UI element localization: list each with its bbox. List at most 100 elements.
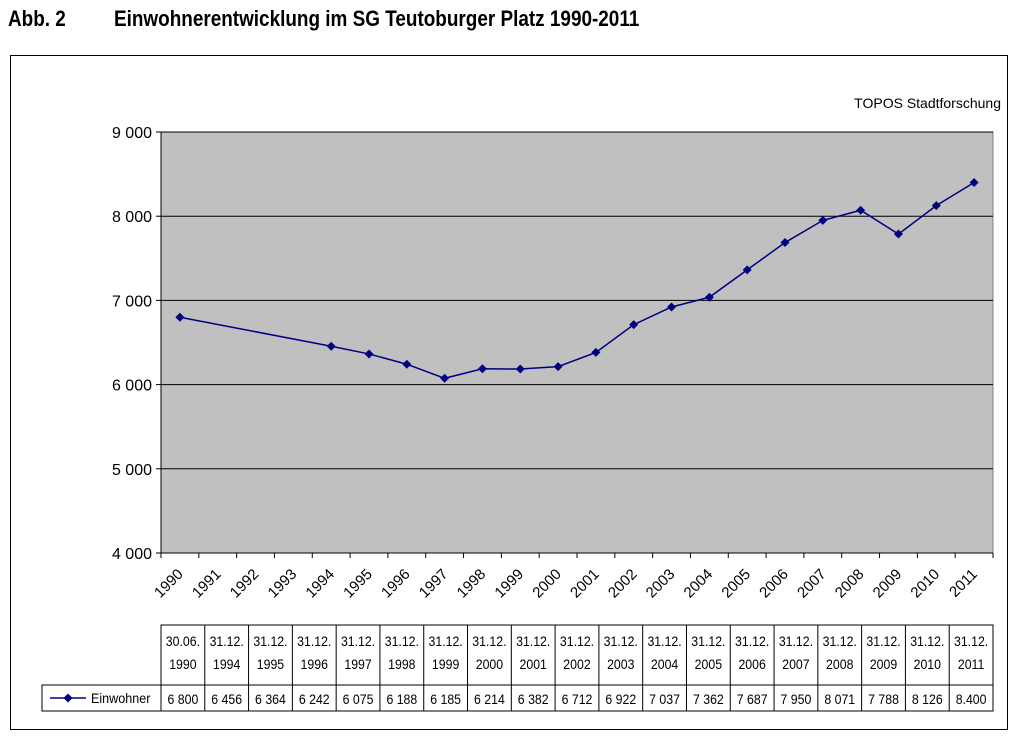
table-date-line1: 31.12. [647,633,681,649]
x-tick-label: 1995 [340,566,376,602]
table-date-line2: 2003 [607,656,634,672]
data-point-marker [667,302,677,312]
data-point-marker [893,229,903,239]
table-value: 6 075 [343,691,374,707]
data-point-marker [931,201,941,211]
x-tick-label: 2009 [870,566,906,602]
data-point-marker [553,362,563,372]
table-date-line2: 1997 [344,656,371,672]
data-point-marker [780,238,790,248]
plot-area [160,131,994,554]
table-date-line2: 2002 [563,656,590,672]
x-tick-label: 1993 [265,566,301,602]
data-point-marker [704,292,714,302]
x-tick-label: 1996 [378,566,414,602]
table-date-line1: 31.12. [910,633,944,649]
table-date-line2: 2006 [738,656,765,672]
table-value: 8 071 [824,691,855,707]
table-value: 8.400 [956,691,987,707]
table-date-line2: 1998 [388,656,415,672]
x-tick-label: 2005 [718,566,754,602]
table-date-line2: 1996 [301,656,328,672]
table-date-line2: 1994 [213,656,240,672]
table-value: 7 362 [693,691,724,707]
table-value: 6 456 [211,691,242,707]
table-value: 6 364 [255,691,286,707]
table-date-line2: 2005 [695,656,722,672]
table-date-line1: 31.12. [779,633,813,649]
table-date-line1: 31.12. [429,633,463,649]
table-value: 6 188 [386,691,417,707]
table-date-line1: 31.12. [472,633,506,649]
table-date-line1: 31.12. [385,633,419,649]
table-date-line2: 1999 [432,656,459,672]
table-date-line2: 1995 [257,656,284,672]
x-tick-label: 2000 [529,566,565,602]
x-tick-label: 2007 [794,566,830,602]
table-date-line2: 2009 [870,656,897,672]
x-tick-label: 1997 [416,566,452,602]
table-date-line2: 2001 [520,656,547,672]
table-date-line2: 2007 [782,656,809,672]
data-point-marker [856,205,866,215]
table-value: 7 687 [737,691,768,707]
y-tick-label: 5 000 [112,462,152,479]
data-point-marker [818,215,828,225]
y-tick-label: 9 000 [112,125,152,142]
x-tick-label: 1999 [491,566,527,602]
table-value: 7 037 [649,691,680,707]
table-date-line1: 31.12. [604,633,638,649]
table-date-line1: 31.12. [735,633,769,649]
data-point-marker [326,341,336,351]
table-date-line2: 2011 [958,656,984,672]
x-tick-label: 2006 [756,566,792,602]
table-value: 6 242 [299,691,330,707]
table-date-line2: 1990 [169,656,196,672]
data-point-marker [364,349,374,359]
table-date-line1: 31.12. [954,633,988,649]
data-point-marker [477,364,487,374]
table-date-line1: 31.12. [341,633,375,649]
data-point-marker [175,312,185,322]
x-tick-label: 2008 [832,566,868,602]
table-value: 6 214 [474,691,505,707]
x-tick-label: 2010 [907,566,943,602]
data-point-marker [742,265,752,275]
table-date-line1: 31.12. [210,633,244,649]
chart-title: Einwohnerentwicklung im SG Teutoburger P… [114,6,640,31]
data-point-marker [969,178,979,188]
table-date-line1: 31.12. [691,633,725,649]
x-tick-label: 2004 [681,566,717,602]
x-tick-label: 1991 [189,566,225,602]
x-tick-label: 1994 [302,566,338,602]
table-date-line2: 2004 [651,656,678,672]
legend-marker [63,693,73,703]
table-date-line1: 31.12. [823,633,857,649]
data-point-marker [591,347,601,357]
table-value: 7 950 [781,691,812,707]
data-point-marker [515,364,525,374]
legend-label: Einwohner [91,690,151,706]
y-tick-label: 4 000 [112,546,152,563]
x-tick-label: 1990 [151,566,187,602]
table-date-line1: 31.12. [297,633,331,649]
x-tick-label: 1992 [227,566,263,602]
figure-label: Abb. 2 [8,6,66,31]
table-date-line2: 2000 [476,656,503,672]
y-tick-label: 7 000 [112,293,152,310]
x-tick-label: 2001 [567,566,603,602]
table-value-row [41,684,994,712]
x-tick-label: 2002 [605,566,641,602]
data-point-marker [629,320,639,330]
y-tick-label: 8 000 [112,209,152,226]
table-value: 6 185 [430,691,461,707]
table-date-line1: 31.12. [253,633,287,649]
x-tick-label: 1998 [454,566,490,602]
table-date-line1: 30.06. [166,633,200,649]
table-date-line1: 31.12. [560,633,594,649]
table-value: 7 788 [868,691,899,707]
data-point-marker [402,359,412,369]
data-point-marker [440,373,450,383]
table-date-line2: 2010 [914,656,941,672]
